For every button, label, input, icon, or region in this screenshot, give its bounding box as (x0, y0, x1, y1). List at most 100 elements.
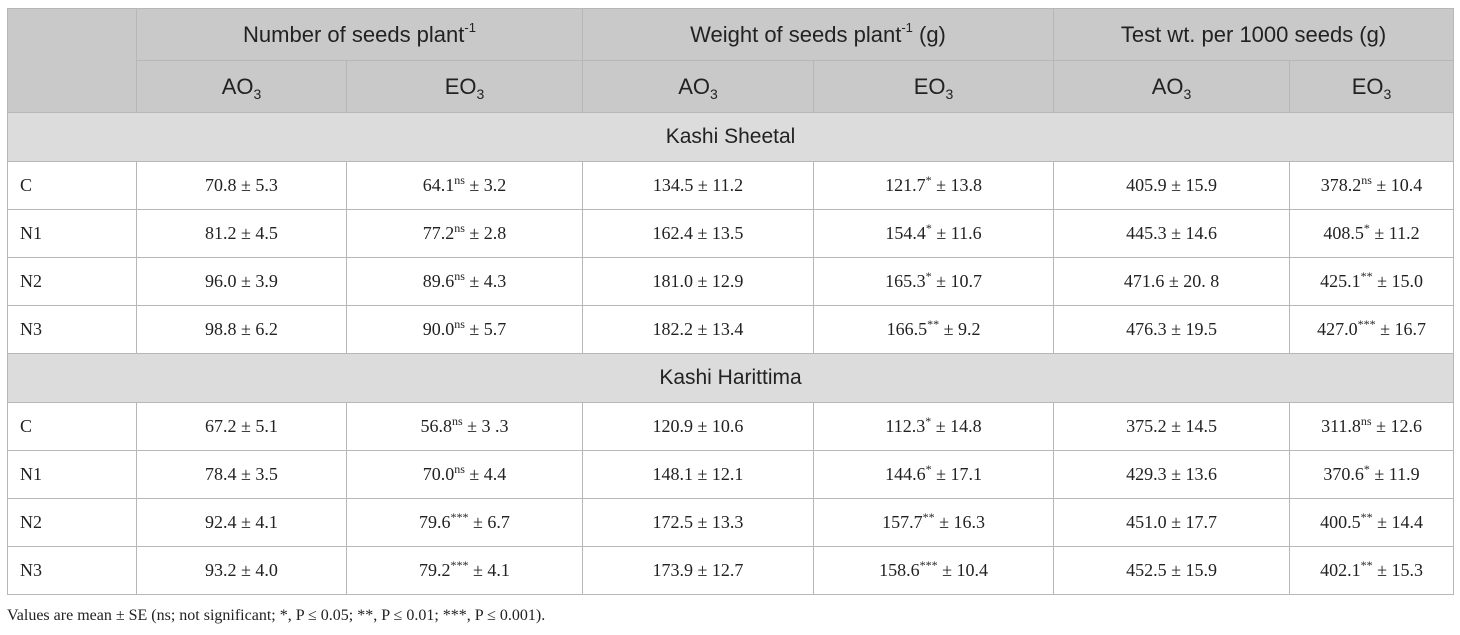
cell-weight-ao3: 120.9 ± 10.6 (582, 402, 814, 451)
cell-se: ± 19.5 (1166, 319, 1217, 339)
cell-mean: 154.4 (885, 223, 926, 243)
section-header-row: Kashi Sheetal (6, 112, 1455, 162)
cell-se: ± 3.9 (236, 271, 278, 291)
cell-testwt-eo3: 425.1** ± 15.0 (1289, 257, 1455, 306)
significance-mark: *** (450, 510, 469, 524)
cell-mean: 70.0 (422, 464, 455, 484)
significance-mark: * (925, 462, 932, 476)
cell-weight-eo3: 121.7* ± 13.8 (812, 161, 1055, 210)
significance-mark: * (925, 269, 932, 283)
cell-mean: 70.8 (205, 175, 237, 195)
cell-mean: 157.7 (882, 512, 923, 532)
header-group-seed-weight: Weight of seeds plant-1 (g) (581, 8, 1055, 61)
significance-mark: * (1363, 221, 1370, 235)
cell-weight-ao3: 162.4 ± 13.5 (582, 209, 814, 258)
cell-mean: 90.0 (422, 319, 455, 339)
cell-se: ± 6.7 (468, 512, 510, 532)
significance-mark: * (1363, 462, 1370, 476)
cell-mean: 425.1 (1320, 271, 1361, 291)
significance-mark: ns (454, 173, 465, 187)
treatment-label: N3 (7, 305, 137, 354)
header-row-groups: Number of seeds plant-1 Weight of seeds … (7, 8, 1455, 113)
significance-mark: ** (922, 510, 935, 524)
cell-se: ± 12.1 (693, 464, 744, 484)
cell-testwt-ao3: 476.3 ± 19.5 (1053, 305, 1291, 354)
cell-se: ± 5.1 (236, 416, 278, 436)
cell-seeds-eo3: 79.6*** ± 6.7 (346, 498, 583, 547)
cell-weight-eo3: 165.3* ± 10.7 (812, 257, 1055, 306)
treatment-label: N2 (7, 498, 137, 547)
cell-weight-eo3: 154.4* ± 11.6 (812, 209, 1055, 258)
significance-mark: ns (1360, 414, 1372, 428)
cell-se: ± 12.7 (693, 560, 744, 580)
cell-se: ± 13.3 (693, 512, 744, 532)
cell-mean: 79.6 (419, 512, 451, 532)
treatment-label: N1 (7, 209, 137, 258)
significance-mark: ns (454, 462, 465, 476)
cell-seeds-ao3: 81.2 ± 4.5 (136, 209, 347, 258)
significance-mark: ** (1360, 510, 1373, 524)
cell-seeds-ao3: 92.4 ± 4.1 (136, 498, 347, 547)
cell-mean: 92.4 (205, 512, 237, 532)
cell-testwt-eo3: 311.8ns ± 12.6 (1289, 402, 1455, 451)
cell-se: ± 16.7 (1375, 319, 1426, 339)
cell-mean: 67.2 (205, 416, 237, 436)
table-footnote: Values are mean ± SE (ns; not significan… (7, 607, 546, 624)
section-header-row: Kashi Harittima (6, 353, 1455, 403)
cell-testwt-eo3: 402.1** ± 15.3 (1289, 546, 1455, 595)
cell-mean: 429.3 (1126, 464, 1167, 484)
cell-testwt-eo3: 370.6* ± 11.9 (1289, 450, 1455, 499)
cell-seeds-eo3: 70.0ns ± 4.4 (346, 450, 583, 499)
cell-mean: 121.7 (885, 175, 926, 195)
cell-se: ± 3.5 (236, 464, 278, 484)
section-title: Kashi Harittima (6, 353, 1455, 403)
cell-se: ± 14.8 (931, 416, 982, 436)
significance-mark: * (925, 173, 932, 187)
cell-mean: 98.8 (205, 319, 237, 339)
cell-mean: 96.0 (205, 271, 237, 291)
cell-seeds-eo3: 64.1ns ± 3.2 (346, 161, 583, 210)
significance-mark: * (925, 414, 932, 428)
header-group-test-weight: Test wt. per 1000 seeds (g) (1053, 8, 1455, 61)
cell-mean: 93.2 (205, 560, 237, 580)
cell-se: ± 4.3 (464, 271, 507, 291)
cell-se: ± 17.7 (1166, 512, 1217, 532)
cell-testwt-ao3: 405.9 ± 15.9 (1053, 161, 1291, 210)
cell-se: ± 20. 8 (1164, 271, 1220, 291)
cell-mean: 165.3 (885, 271, 926, 291)
significance-mark: ns (454, 317, 465, 331)
cell-mean: 452.5 (1126, 560, 1167, 580)
cell-se: ± 10.4 (1371, 175, 1423, 195)
cell-mean: 162.4 (652, 223, 694, 243)
significance-mark: ns (454, 221, 465, 235)
cell-seeds-eo3: 77.2ns ± 2.8 (346, 209, 583, 258)
cell-mean: 148.1 (652, 464, 694, 484)
cell-testwt-eo3: 408.5* ± 11.2 (1289, 209, 1455, 258)
cell-mean: 81.2 (205, 223, 237, 243)
cell-se: ± 10.7 (931, 271, 982, 291)
cell-se: ± 13.5 (693, 223, 744, 243)
table-row: N3 93.2 ± 4.0 79.2*** ± 4.1 173.9 ± 12.7 158… (7, 546, 1455, 595)
cell-mean: 112.3 (885, 416, 926, 436)
header-eo3: EO3 (1289, 60, 1455, 113)
cell-seeds-ao3: 96.0 ± 3.9 (136, 257, 347, 306)
table-body: Kashi Sheetal C 70.8 ± 5.3 64.1ns ± 3.2 134.… (6, 112, 1455, 595)
cell-se: ± 5.7 (464, 319, 507, 339)
cell-mean: 166.5 (886, 319, 928, 339)
cell-mean: 427.0 (1317, 319, 1358, 339)
cell-mean: 451.0 (1126, 512, 1167, 532)
cell-se: ± 11.9 (1369, 464, 1420, 484)
treatment-label: N3 (7, 546, 137, 595)
cell-se: ± 3 .3 (462, 416, 509, 436)
cell-testwt-ao3: 375.2 ± 14.5 (1053, 402, 1291, 451)
table-row: C 70.8 ± 5.3 64.1ns ± 3.2 134.5 ± 11.2 121.7… (7, 161, 1455, 210)
cell-testwt-ao3: 451.0 ± 17.7 (1053, 498, 1291, 547)
cell-mean: 445.3 (1126, 223, 1167, 243)
cell-seeds-eo3: 90.0ns ± 5.7 (346, 305, 583, 354)
cell-se: ± 11.2 (693, 175, 744, 195)
cell-se: ± 4.1 (236, 512, 278, 532)
cell-weight-ao3: 134.5 ± 11.2 (582, 161, 814, 210)
cell-se: ± 9.2 (939, 319, 981, 339)
cell-mean: 400.5 (1320, 512, 1361, 532)
significance-mark: *** (1357, 317, 1376, 331)
